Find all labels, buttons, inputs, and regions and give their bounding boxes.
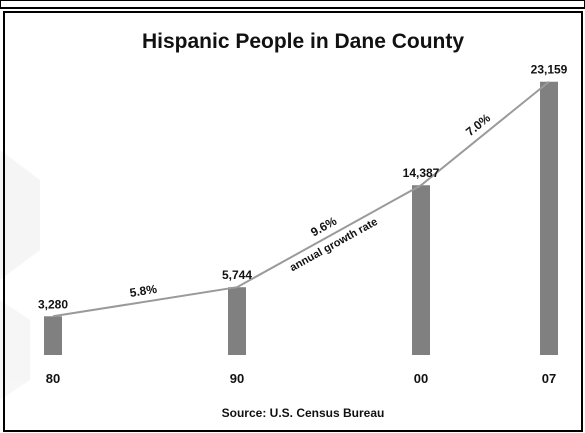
x-tick-label-00: 00 xyxy=(414,371,428,386)
value-label-00: 14,387 xyxy=(403,166,440,180)
bar-80 xyxy=(44,316,62,355)
chart-source: Source: U.S. Census Bureau xyxy=(222,406,385,420)
x-tick-label-90: 90 xyxy=(230,371,244,386)
chart-border xyxy=(3,11,583,432)
growth-rate-label-00-07: 7.0% xyxy=(463,111,493,139)
bar-90 xyxy=(228,287,246,355)
x-tick-label-07: 07 xyxy=(542,371,556,386)
growth-rate-label-90-00: 9.6% xyxy=(308,214,339,240)
growth-line xyxy=(52,80,550,318)
top-frame-bar xyxy=(0,0,585,9)
value-label-07: 23,159 xyxy=(531,63,568,77)
background-pattern xyxy=(0,150,40,400)
value-label-90: 5,744 xyxy=(222,268,252,282)
bar-00 xyxy=(412,185,430,355)
chart-title: Hispanic People in Dane County xyxy=(142,30,464,53)
growth-rate-label-80-90: 5.8% xyxy=(129,282,159,300)
bar-07 xyxy=(540,81,558,355)
x-tick-label-80: 80 xyxy=(46,371,60,386)
value-label-80: 3,280 xyxy=(38,297,68,311)
